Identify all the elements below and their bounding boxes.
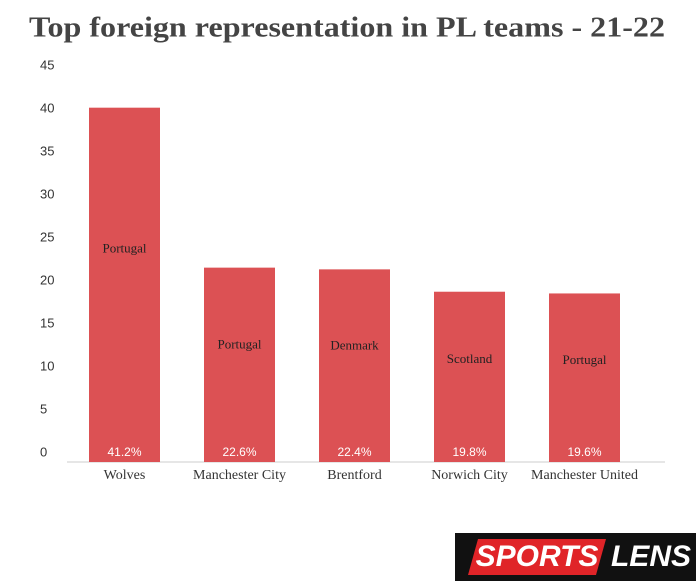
bar xyxy=(204,267,275,462)
logo-right: LENS xyxy=(611,540,691,573)
y-tick-label: 40 xyxy=(40,100,54,115)
bar-label: Denmark xyxy=(330,337,379,352)
y-tick-label: 20 xyxy=(40,272,54,287)
value-label: 19.6% xyxy=(567,445,601,459)
value-label: 22.4% xyxy=(337,445,371,459)
y-tick-label: 5 xyxy=(40,401,47,416)
x-tick-label: Brentford xyxy=(327,468,382,483)
bar-label: Portugal xyxy=(102,240,146,255)
value-label: 22.6% xyxy=(222,445,256,459)
bar-label: Scotland xyxy=(447,351,493,366)
y-tick-label: 0 xyxy=(40,444,47,459)
logo-left: SPORTS xyxy=(476,540,599,573)
y-tick-label: 30 xyxy=(40,186,54,201)
y-tick-label: 45 xyxy=(40,57,54,72)
bar xyxy=(434,291,505,462)
y-tick-label: 10 xyxy=(40,358,54,373)
bar-label: Portugal xyxy=(562,352,606,367)
y-tick-label: 15 xyxy=(40,315,54,330)
bar-label: Portugal xyxy=(217,336,261,351)
x-tick-label: Norwich City xyxy=(431,468,508,483)
x-tick-label: Manchester City xyxy=(193,468,286,483)
x-tick-label: Wolves xyxy=(103,468,146,483)
logo-slant xyxy=(468,539,606,575)
bar xyxy=(89,107,160,463)
y-tick-label: 35 xyxy=(40,143,54,158)
logo: SPORTS LENS xyxy=(455,533,696,581)
x-tick-label: Manchester United xyxy=(531,468,638,483)
value-label: 19.8% xyxy=(452,445,486,459)
chart-title: Top foreign representation in PL teams -… xyxy=(29,12,665,44)
bar xyxy=(319,269,390,462)
y-tick-label: 25 xyxy=(40,229,54,244)
value-label: 41.2% xyxy=(107,445,141,459)
bar xyxy=(549,293,620,462)
